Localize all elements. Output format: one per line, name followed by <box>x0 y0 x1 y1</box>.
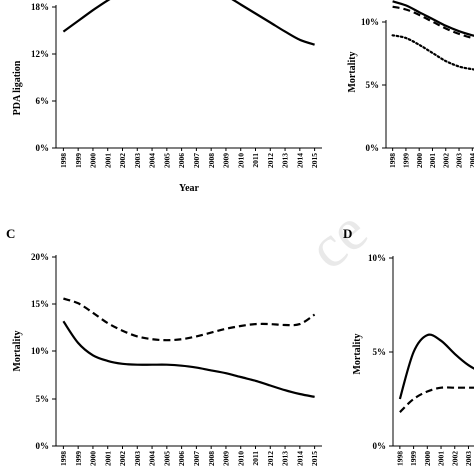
y-tick-label: 18% <box>31 2 49 12</box>
x-tick-label: 1998 <box>388 153 397 168</box>
x-tick-label: 2004 <box>468 153 474 168</box>
x-tick-label: 2012 <box>266 451 275 466</box>
y-tick-label: 0% <box>36 441 50 451</box>
x-tick-label: 2014 <box>295 153 304 168</box>
panel-a-content: 0% 6% 12% 18% 1998 1999 2000 2001 2002 2003 2004 20… <box>12 0 322 194</box>
series-line-dotted <box>391 34 474 71</box>
x-tick-label: 2010 <box>236 153 245 168</box>
y-tick-label: 5% <box>36 394 50 404</box>
x-tick-label: 2011 <box>251 451 260 466</box>
x-tick-label: 2002 <box>118 451 127 466</box>
series-line-solid <box>398 333 474 400</box>
x-tick-label: 1999 <box>409 451 418 466</box>
x-tick-label: 2001 <box>103 451 112 466</box>
x-tick-label: 1999 <box>402 153 411 168</box>
x-tick-label: 2015 <box>310 451 319 466</box>
x-tick-label: 2013 <box>281 451 290 466</box>
x-tick-label: 2008 <box>207 153 216 168</box>
x-tick-label: 2000 <box>89 451 98 466</box>
x-tick-label: 2000 <box>415 153 424 168</box>
y-tick-label: 10% <box>31 346 49 356</box>
x-tick-label: 2006 <box>177 153 186 168</box>
panel-a-chart: 0% 6% 12% 18% 1998 1999 2000 2001 2002 2003 2004 20… <box>12 0 322 194</box>
y-tick-label: 20% <box>31 252 49 262</box>
x-tick-label: 2005 <box>162 153 171 168</box>
x-tick-label: 1999 <box>74 451 83 466</box>
panel-d-chart: 0%5%10%199819992000200120022003200420052… <box>343 226 474 466</box>
x-tick-label: 2012 <box>266 153 275 168</box>
panel-letter: C <box>6 226 15 241</box>
x-tick-label: 1998 <box>395 451 404 466</box>
x-tick-label: 2003 <box>455 153 464 168</box>
y-tick-label: 6% <box>36 96 50 106</box>
x-tick-label: 2002 <box>441 153 450 168</box>
y-tick-label: 5% <box>366 80 380 90</box>
x-tick-label: 1999 <box>74 153 83 168</box>
y-axis-label: PDA ligation <box>12 60 23 115</box>
x-tick-label: 2009 <box>222 451 231 466</box>
x-tick-label: 2013 <box>281 153 290 168</box>
x-tick-label: 2004 <box>148 451 157 466</box>
x-tick-label: 2001 <box>428 153 437 168</box>
panel-b-chart: 0%5%10%199819992000200120022003200420052… <box>347 0 474 168</box>
series-line-dashed <box>399 386 474 413</box>
panel-letter: D <box>343 226 352 241</box>
x-tick-label: 2001 <box>437 451 446 466</box>
x-axis-label: Year <box>179 183 200 194</box>
y-axis-label: Mortality <box>12 330 23 371</box>
x-tick-label: 2003 <box>464 451 473 466</box>
x-tick-label: 2008 <box>207 451 216 466</box>
panel-d-content: 0%5%10%199819992000200120022003200420052… <box>352 253 474 466</box>
y-axis-label: Mortality <box>347 51 358 92</box>
y-tick-label: 12% <box>31 49 49 59</box>
y-tick-label: 0% <box>373 441 387 451</box>
panel-c-content: 0% 5% 10% 15% 20% 1998 1999 2000 2001 2002 2003 200… <box>12 252 322 466</box>
watermark-text: ce <box>296 197 379 282</box>
x-tick-label: 2014 <box>295 451 304 466</box>
y-axis-label: Mortality <box>352 333 363 374</box>
y-tick-label: 0% <box>366 143 380 153</box>
x-tick-label: 2015 <box>310 153 319 168</box>
y-tick-label: 10% <box>368 253 386 263</box>
y-tick-label: 5% <box>373 347 387 357</box>
x-tick-label: 2000 <box>89 153 98 168</box>
x-tick-label: 1998 <box>59 451 68 466</box>
x-tick-label: 2005 <box>162 451 171 466</box>
x-tick-label: 2009 <box>222 153 231 168</box>
x-tick-label: 2006 <box>177 451 186 466</box>
x-tick-label: 2003 <box>133 451 142 466</box>
x-tick-label: 2011 <box>251 153 260 168</box>
x-tick-label: 2004 <box>148 153 157 168</box>
x-tick-label: 2002 <box>450 451 459 466</box>
panel-b-content: 0%5%10%199819992000200120022003200420052… <box>347 0 474 168</box>
series-line-solid <box>392 0 474 37</box>
y-tick-label: 0% <box>36 143 50 153</box>
x-tick-label: 2001 <box>103 153 112 168</box>
x-tick-label: 2003 <box>133 153 142 168</box>
x-tick-label: 1998 <box>59 153 68 168</box>
x-tick-label: 2000 <box>423 451 432 466</box>
x-tick-label: 2007 <box>192 451 201 466</box>
series-line-solid <box>62 320 315 398</box>
y-tick-label: 15% <box>31 299 49 309</box>
x-tick-label: 2010 <box>236 451 245 466</box>
y-tick-label: 10% <box>361 17 379 27</box>
series-line-dashed <box>63 297 316 342</box>
panel-c-chart: 0% 5% 10% 15% 20% 1998 1999 2000 2001 2002 2003 200… <box>6 226 322 466</box>
series-line-solid <box>62 0 315 46</box>
x-tick-label: 2002 <box>118 153 127 168</box>
x-tick-label: 2007 <box>192 153 201 168</box>
